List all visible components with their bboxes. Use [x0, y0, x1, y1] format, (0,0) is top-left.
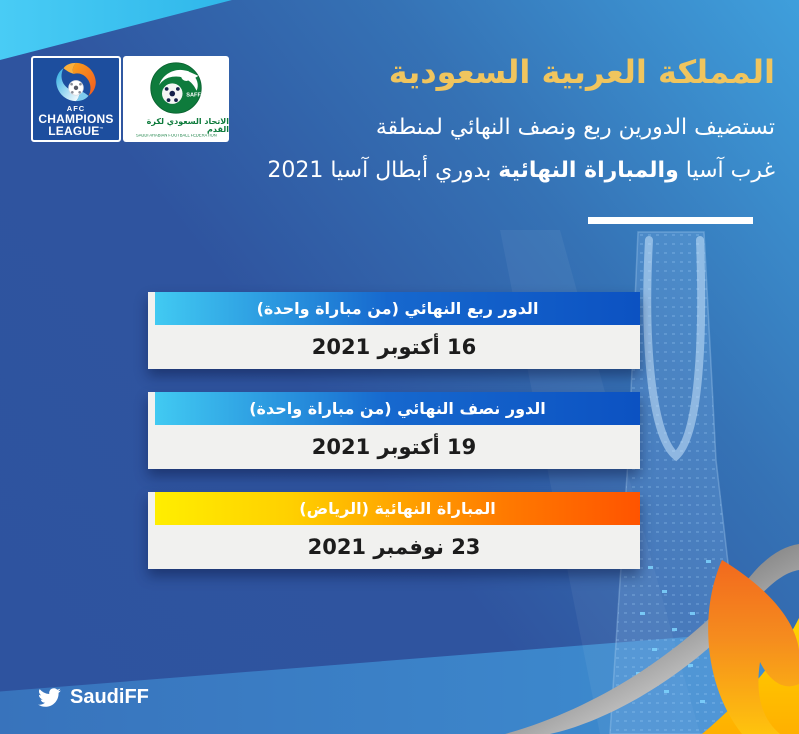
schedule-banner-final: المباراة النهائية (الرياض) 23 نوفمبر 202…	[148, 492, 640, 569]
stage-label: الدور نصف النهائي (من مباراة واحدة)	[155, 392, 640, 425]
headline-underline	[588, 217, 753, 224]
stage-label: المباراة النهائية (الرياض)	[155, 492, 640, 525]
saff-arabic-name: الاتحاد السعودي لكرة القدم	[146, 117, 229, 134]
twitter-handle-text: SaudiFF	[70, 686, 149, 708]
saff-card: SAFF الاتحاد السعودي لكرة القدم SAUDI AR…	[123, 56, 229, 142]
afc-champions-league-logo-icon	[56, 62, 96, 102]
bottom-diagonal-band	[0, 628, 799, 734]
subtitle-line1: تستضيف الدورين ربع ونصف النهائي لمنطقة	[375, 115, 775, 140]
stage-label: الدور ربع النهائي (من مباراة واحدة)	[155, 292, 640, 325]
twitter-bird-icon	[38, 688, 61, 707]
afc-line1: AFC	[66, 104, 86, 113]
logo-cards: AFC CHAMPIONS LEAGUE™ SAFF الاتحاد السعو…	[31, 56, 229, 142]
page-title: المملكة العربية السعودية	[388, 53, 775, 91]
schedule-banner-semifinal: الدور نصف النهائي (من مباراة واحدة) 19 أ…	[148, 392, 640, 469]
stage-date: 23 نوفمبر 2021	[307, 535, 481, 559]
schedule-banner-quarterfinal: الدور ربع النهائي (من مباراة واحدة) 16 أ…	[148, 292, 640, 369]
headline-block: المملكة العربية السعودية تستضيف الدورين …	[215, 48, 775, 192]
subtitle-line2-suffix: بدوري أبطال آسيا 2021	[267, 158, 499, 183]
subtitle-line2-prefix: غرب آسيا	[678, 158, 775, 183]
corner-accent-triangle	[0, 0, 232, 60]
trademark-symbol: ™	[99, 125, 104, 131]
saff-abbr-text: SAFF	[186, 92, 201, 98]
stage-date: 19 أكتوبر 2021	[311, 435, 477, 459]
afc-line3: LEAGUE™	[48, 123, 104, 138]
subtitle-line2-bold: والمباراة النهائية	[498, 158, 679, 183]
subtitle: تستضيف الدورين ربع ونصف النهائي لمنطقة غ…	[215, 106, 775, 192]
saff-english-name: SAUDI ARABIAN FOOTBALL FEDERATION	[135, 134, 217, 139]
afc-logo-wordmark: AFC CHAMPIONS LEAGUE™	[38, 105, 113, 137]
stage-date: 16 أكتوبر 2021	[311, 335, 477, 359]
twitter-handle-row: SaudiFF	[38, 686, 149, 709]
afc-line2: CHAMPIONS	[38, 111, 114, 126]
saff-logo-icon: SAFF	[150, 62, 202, 114]
afc-champions-league-card: AFC CHAMPIONS LEAGUE™	[31, 56, 121, 142]
